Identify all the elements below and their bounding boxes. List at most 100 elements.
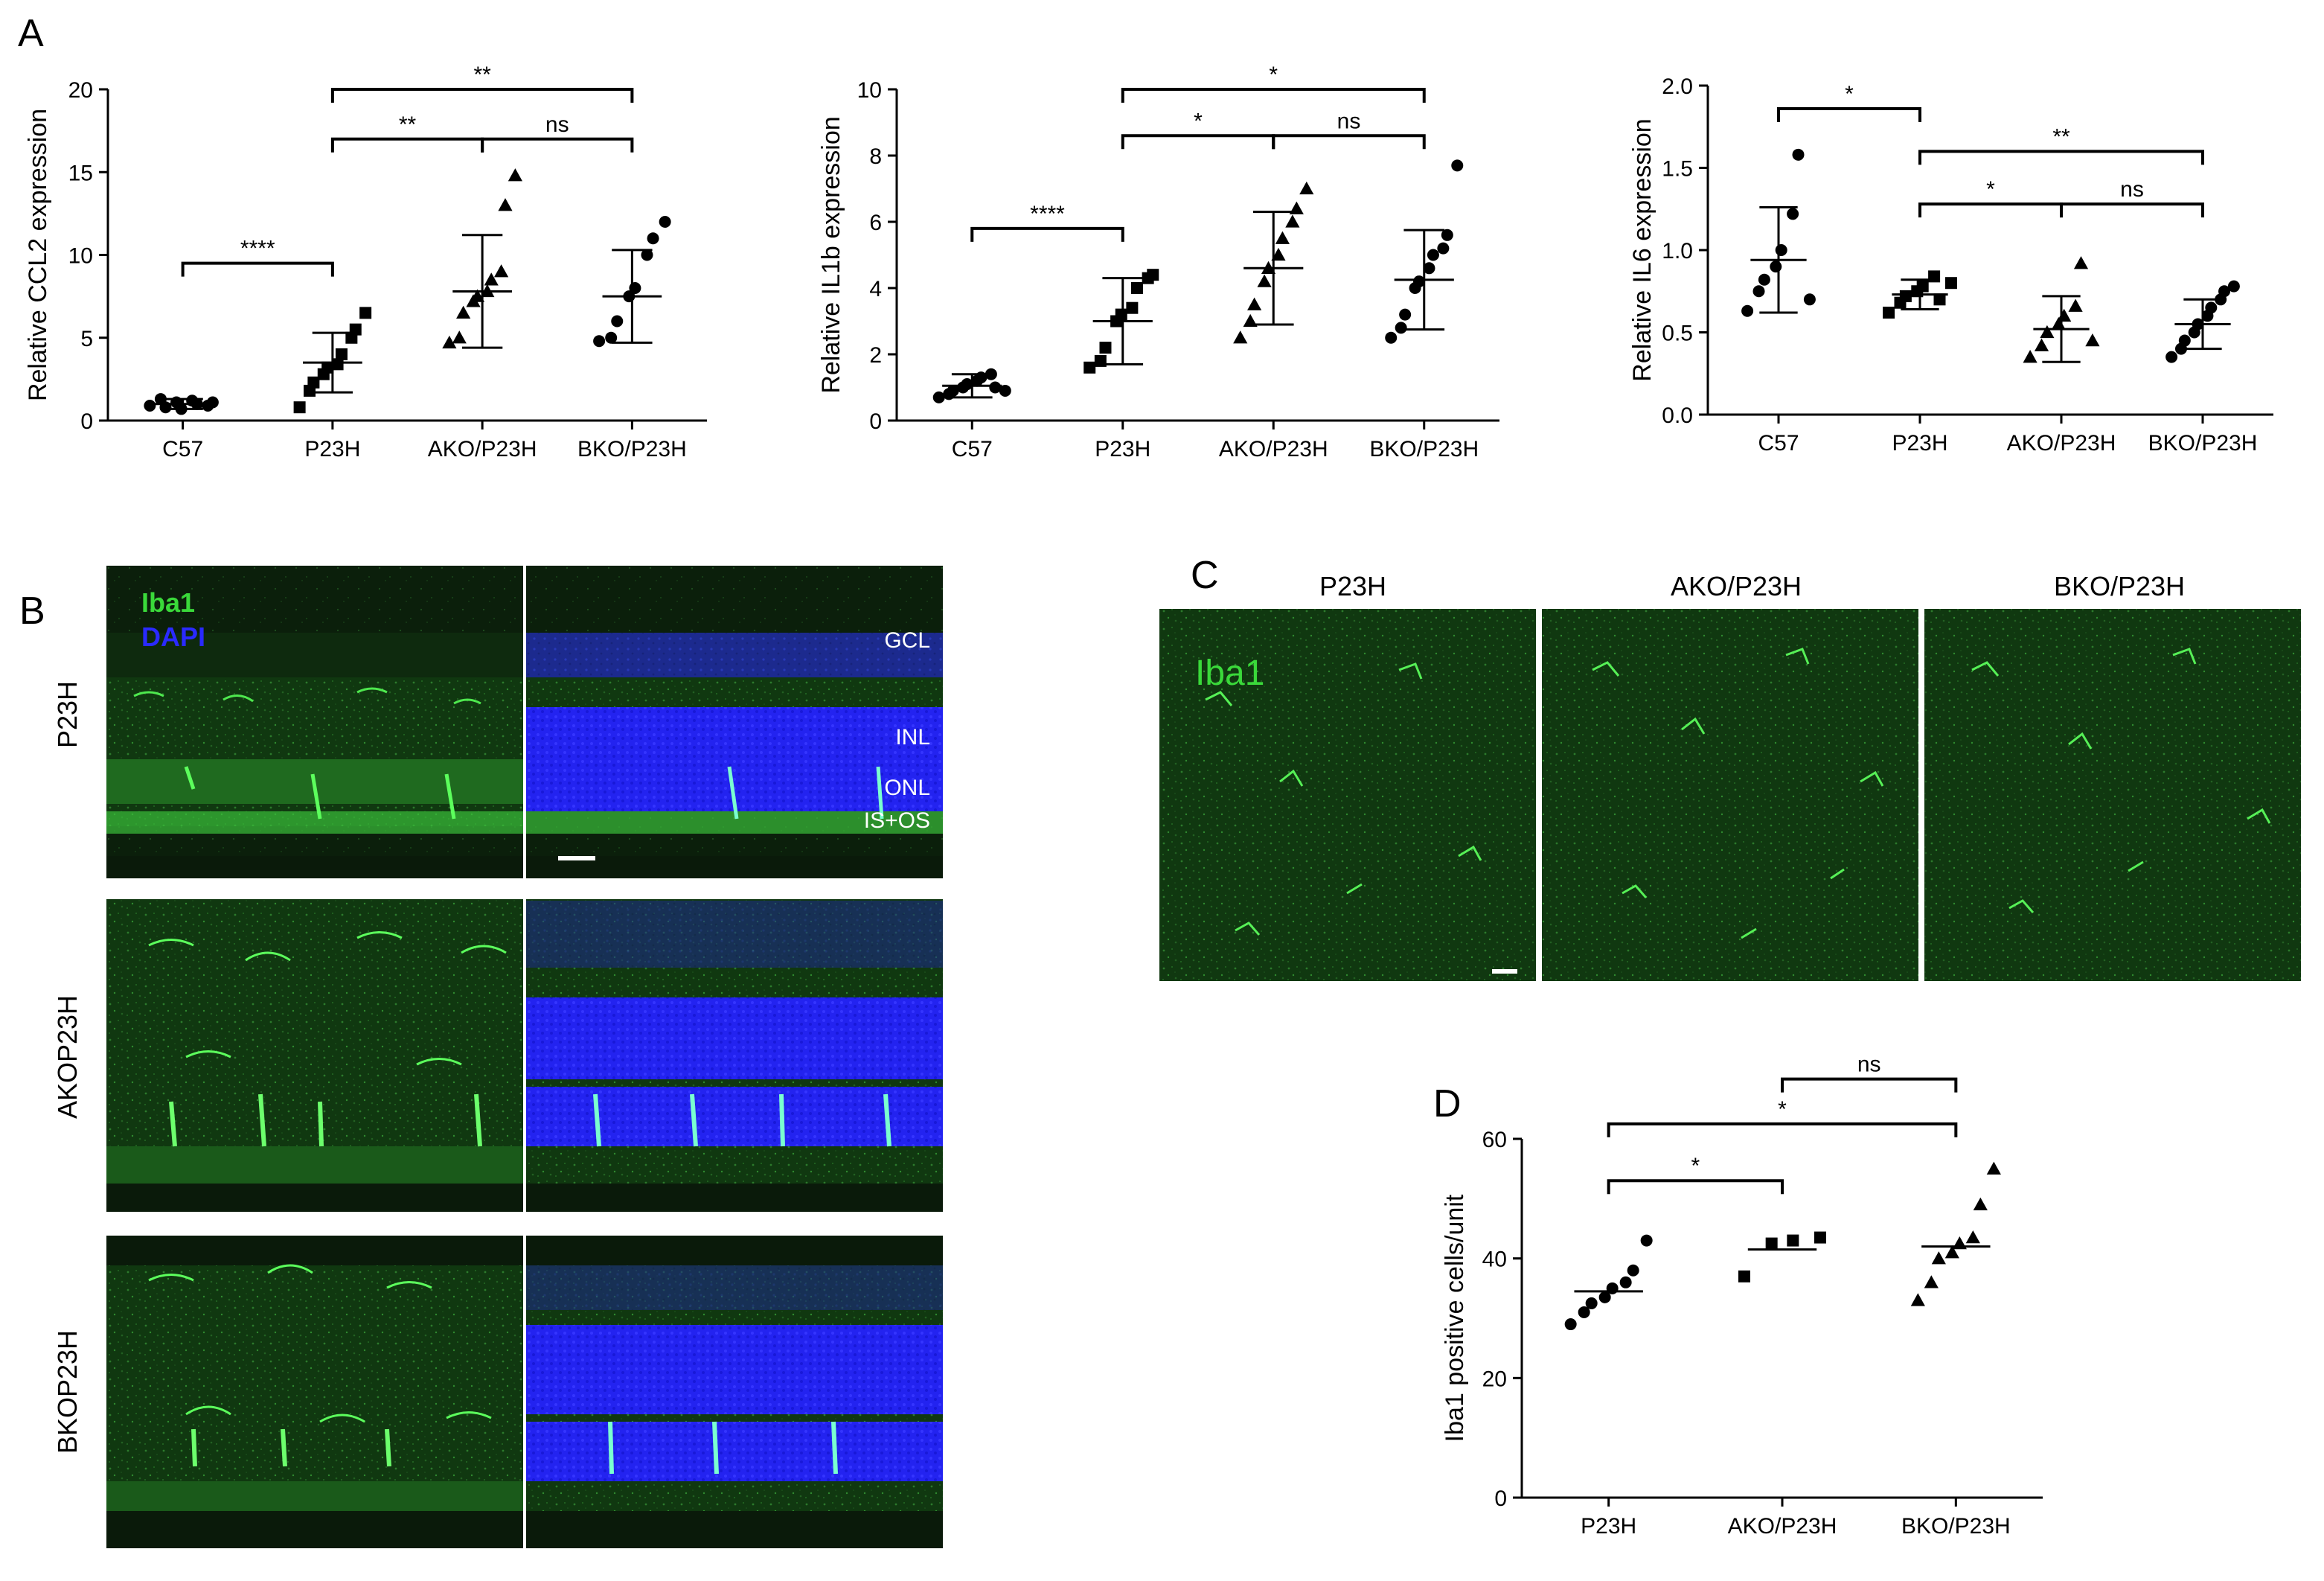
data-point [1973,1197,1988,1211]
data-point [2178,334,2191,347]
data-point [1910,1293,1925,1306]
micrograph-p23h-iba1 [106,566,523,878]
data-point [1803,293,1816,306]
y-tick-label: 1.0 [1662,239,1693,264]
data-point [1640,1234,1653,1247]
data-point [494,264,509,278]
significance-label: ** [399,112,417,137]
data-point [1257,274,1272,287]
data-point [659,216,671,228]
significance-label: * [1691,1154,1700,1178]
y-axis-label: Relative IL1b expression [817,116,845,393]
data-point [1395,322,1407,334]
data-point [456,305,471,319]
data-point [932,391,945,403]
y-tick-label: 2 [869,343,882,368]
data-point [1924,1275,1939,1288]
data-point [1115,308,1127,321]
significance-label: **** [1030,202,1065,226]
data-point [2023,350,2037,363]
data-point [1083,361,1096,374]
data-point [1099,342,1112,354]
significance-bracket [1272,134,1426,150]
y-tick-label: 2.0 [1662,74,1693,99]
data-point [2034,338,2049,351]
x-tick-label: AKO/P23H [1219,437,1328,461]
data-point [2227,280,2240,293]
data-point [1275,231,1290,244]
x-tick-label: P23H [1581,1514,1636,1539]
y-axis-label: Relative IL6 expression [1628,118,1656,381]
data-point [1775,244,1787,256]
layer-label-onl: ONL [884,776,930,800]
data-point [206,396,219,409]
x-tick-label: C57 [952,437,993,461]
data-point [1606,1282,1619,1294]
data-point [1899,290,1912,302]
panel-label-a: A [18,12,44,55]
data-point [1564,1318,1577,1331]
flatmount-micrographs: P23H AKO/P23H BKO/P23H Iba1 [1159,571,2301,981]
y-tick-label: 40 [1482,1248,1507,1272]
y-axis-label: Relative CCL2 expression [24,109,52,401]
significance-label: ns [2120,177,2144,202]
data-point [605,331,618,344]
data-point [498,198,513,211]
data-point [1916,280,1929,293]
data-point [1765,1237,1778,1250]
significance-label: * [1845,82,1854,106]
data-point [1770,261,1782,273]
chart-il1b: 0 2 4 6 8 10 Relative IL1b expression C57 P23H AK… [817,63,1499,461]
scale-bar-b [558,856,595,860]
significance-label: **** [240,237,275,261]
micrograph-bkop23h-merge [526,1236,943,1548]
data-point [1247,297,1262,310]
significance-bracket [1607,1179,1784,1195]
data-point [1385,331,1398,344]
data-point [2085,333,2100,347]
panel-label-c: C [1191,554,1219,597]
panel-label-d: D [1433,1082,1462,1125]
data-point [307,376,320,389]
data-point [484,272,499,286]
column-label-p23h: P23H [1319,571,1386,601]
data-point [2218,285,2231,298]
data-point [1814,1231,1826,1244]
data-point [508,168,522,182]
y-axis-label: Iba1 positive cells/unit [1441,1194,1469,1442]
data-point [1271,247,1286,261]
significance-bracket [2060,202,2204,218]
data-point [1598,1291,1611,1303]
x-tick-label: BKO/P23H [577,437,687,461]
y-tick-label: 15 [68,161,93,185]
data-point [1944,1245,1959,1259]
data-point [1792,148,1805,161]
data-point [331,358,344,371]
data-point [359,307,372,319]
significance-bracket [330,137,484,153]
significance-bracket [1121,134,1275,150]
scale-bar-c [1492,969,1517,974]
data-point [999,384,1011,397]
data-point [2073,256,2089,269]
retina-micrographs: P23H AKOP23H BKOP23H Iba1 D [52,566,943,1548]
data-point [1965,1230,1980,1244]
data-point [1126,301,1139,314]
significance-label: * [1269,63,1278,87]
data-point [1944,277,1957,290]
row-label-akop23h: AKOP23H [52,995,83,1119]
y-tick-label: 5 [80,327,93,351]
data-point [989,381,1002,394]
chart-iba1-count: 0 20 40 60 Iba1 positive cells/unit P23H AKO/P… [1441,1053,2043,1539]
data-point [593,335,606,348]
data-point [1451,159,1464,172]
data-point [1931,1251,1946,1265]
micrograph-bkop23h-iba1 [106,1236,523,1548]
y-tick-label: 0.5 [1662,322,1693,346]
x-tick-label: P23H [1892,431,1947,456]
significance-bracket [181,261,334,277]
y-tick-label: 6 [869,211,882,235]
data-point [1933,293,1946,306]
